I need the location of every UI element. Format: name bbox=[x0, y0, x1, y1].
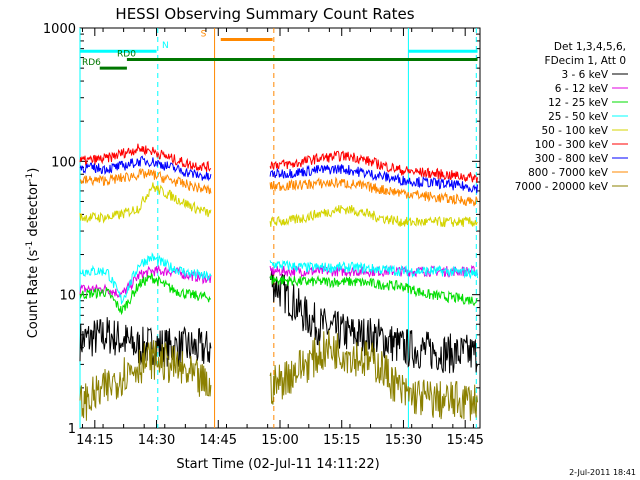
legend-entry-label: 25 - 50 keV bbox=[548, 111, 609, 123]
legend-entry-label: 800 - 7000 keV bbox=[528, 167, 609, 179]
y-tick-label: 1 bbox=[68, 422, 76, 437]
x-tick-label: 15:00 bbox=[261, 433, 298, 448]
legend-entry-label: 100 - 300 keV bbox=[535, 139, 609, 151]
x-tick-label: 14:30 bbox=[138, 433, 175, 448]
series-line bbox=[79, 340, 212, 421]
flag-label: RD0 bbox=[117, 50, 136, 60]
y-axis-label-mid: detector bbox=[26, 181, 41, 241]
legend-header: Det 1,3,4,5,6, bbox=[554, 41, 626, 53]
series-line bbox=[79, 317, 212, 367]
series-line bbox=[269, 274, 478, 307]
legend-entry-label: 300 - 800 keV bbox=[535, 153, 609, 165]
series-line bbox=[269, 176, 478, 207]
y-axis-label: Count Rate (s-1 detector-1) bbox=[25, 168, 41, 339]
x-tick-label: 15:30 bbox=[385, 433, 422, 448]
y-tick-label: 10 bbox=[59, 289, 76, 304]
flag-label: RD6 bbox=[82, 58, 101, 68]
y-tick-label: 100 bbox=[51, 155, 76, 170]
plot-area: 1 10 100 1000 14:15 14:30 14:45 15:00 15:15 15:30… bbox=[43, 22, 484, 448]
y-axis-label-pre: Count Rate (s bbox=[26, 250, 41, 339]
series-line bbox=[79, 143, 212, 172]
series-line bbox=[269, 150, 478, 183]
y-axis-label-sup2: -1 bbox=[25, 173, 35, 182]
series-line bbox=[79, 252, 212, 305]
legend-entry-label: 6 - 12 keV bbox=[555, 83, 609, 95]
series-line bbox=[79, 182, 212, 224]
y-axis-label-sup1: -1 bbox=[25, 241, 35, 250]
y-tick-label: 1000 bbox=[43, 22, 76, 37]
x-tick-label: 14:45 bbox=[200, 433, 237, 448]
x-tick-label: 14:15 bbox=[76, 433, 113, 448]
series-line bbox=[269, 259, 478, 280]
series-line bbox=[79, 273, 212, 316]
legend-entry-label: 12 - 25 keV bbox=[548, 97, 609, 109]
legend-entry-label: 3 - 6 keV bbox=[561, 69, 608, 81]
legend-entry-label: 7000 - 20000 keV bbox=[515, 181, 609, 193]
legend-entry-label: 50 - 100 keV bbox=[541, 125, 608, 137]
series-line bbox=[79, 168, 212, 195]
x-axis-label: Start Time (02-Jul-11 14:11:22) bbox=[176, 457, 379, 472]
legend: Det 1,3,4,5,6, FDecim 1, Att 0 3 - 6 keV 6 … bbox=[515, 41, 628, 193]
flag-label: S bbox=[201, 29, 207, 39]
series-line bbox=[269, 164, 478, 194]
y-axis-label-post: ) bbox=[26, 168, 41, 173]
x-tick-label: 15:15 bbox=[323, 433, 360, 448]
chart-title: HESSI Observing Summary Count Rates bbox=[115, 5, 414, 23]
legend-header: FDecim 1, Att 0 bbox=[545, 55, 626, 67]
series-line bbox=[269, 204, 478, 228]
flag-label: N bbox=[162, 41, 169, 51]
series-line bbox=[79, 155, 212, 182]
datestamp: 2-Jul-2011 18:41 bbox=[569, 468, 636, 477]
x-tick-label: 15:45 bbox=[446, 433, 483, 448]
series-line bbox=[269, 330, 478, 421]
